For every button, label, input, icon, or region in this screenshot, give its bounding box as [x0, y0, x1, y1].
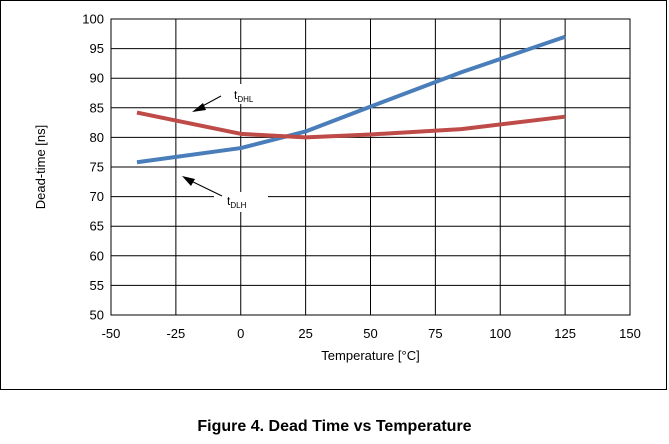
x-tick-label: -50	[102, 326, 121, 341]
annotation-tdhl-box	[222, 84, 274, 104]
y-tick-label: 75	[90, 160, 104, 175]
series-line-tdlh	[136, 34, 566, 165]
annotation-tdhl-arrowhead	[192, 103, 206, 112]
y-tick-label: 65	[90, 219, 104, 234]
x-tick-label: 25	[298, 326, 312, 341]
y-tick-label: 70	[90, 189, 104, 204]
plot-border	[110, 18, 631, 316]
x-tick-label: 150	[619, 326, 641, 341]
x-tick-labels: -50 -25 0 25 50 75 100 125 150	[102, 326, 641, 341]
dead-time-chart: -50 -25 0 25 50 75 100 125 150 50 55 60 65 70 75 80 85 9…	[33, 12, 641, 364]
y-tick-label: 100	[82, 12, 104, 27]
x-tick-label: 50	[363, 326, 377, 341]
y-tick-labels: 50 55 60 65 70 75 80 85 90 95 100	[82, 12, 104, 323]
x-tick-label: 75	[428, 326, 442, 341]
series-line-tdhl	[136, 110, 566, 140]
figure-frame	[0, 0, 667, 390]
y-tick-label: 50	[90, 308, 104, 323]
series-group	[136, 34, 566, 165]
x-tick-label: 0	[237, 326, 244, 341]
y-tick-label: 85	[90, 100, 104, 115]
figure-caption: Figure 4. Dead Time vs Temperature	[197, 418, 472, 435]
x-tick-label: 125	[554, 326, 576, 341]
x-axis-title: Temperature [°C]	[321, 348, 419, 363]
y-axis-title: Dead-time [ns]	[33, 125, 48, 210]
x-tick-label: 100	[489, 326, 511, 341]
annotation-tdlh-box	[214, 192, 268, 212]
y-tick-label: 60	[90, 248, 104, 263]
x-tick-label: -25	[166, 326, 185, 341]
y-tick-label: 55	[90, 278, 104, 293]
annotation-tdlh-label: tDLH	[227, 194, 247, 210]
y-tick-label: 95	[90, 41, 104, 56]
y-tick-label: 90	[90, 71, 104, 86]
annotation-tdhl-label: tDHL	[234, 88, 254, 104]
y-tick-label: 80	[90, 130, 104, 145]
annotation-tdlh-arrowhead	[182, 176, 195, 186]
